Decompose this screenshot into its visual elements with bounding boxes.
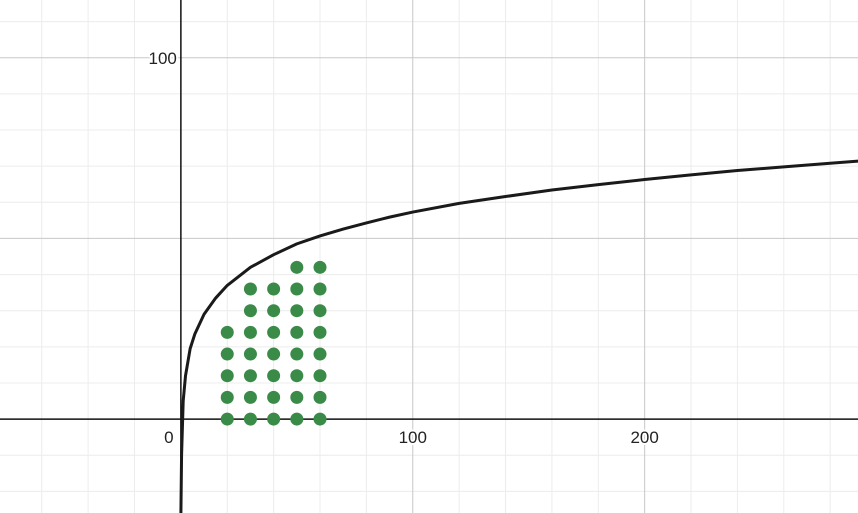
scatter-point xyxy=(313,347,327,361)
scatter-points-layer xyxy=(220,260,327,426)
scatter-point xyxy=(243,390,257,404)
scatter-point xyxy=(267,325,281,339)
scatter-point xyxy=(243,325,257,339)
scatter-point xyxy=(220,347,234,361)
scatter-point xyxy=(267,412,281,426)
scatter-point xyxy=(313,282,327,296)
scatter-point xyxy=(313,260,327,274)
scatter-point xyxy=(290,369,304,383)
scatter-point xyxy=(313,412,327,426)
scatter-point xyxy=(243,369,257,383)
scatter-point xyxy=(313,304,327,318)
scatter-point xyxy=(267,304,281,318)
scatter-point xyxy=(243,412,257,426)
scatter-point xyxy=(290,347,304,361)
tick-labels-layer: 0 100 200 100 xyxy=(147,47,661,449)
scatter-point xyxy=(313,325,327,339)
function-curve-layer xyxy=(179,159,858,513)
scatter-point xyxy=(220,325,234,339)
scatter-point xyxy=(290,260,304,274)
scatter-point xyxy=(220,390,234,404)
x-tick-label-100: 100 xyxy=(399,428,427,447)
scatter-point xyxy=(290,325,304,339)
scatter-point xyxy=(290,412,304,426)
scatter-point xyxy=(243,282,257,296)
scatter-point xyxy=(243,347,257,361)
x-tick-label-200: 200 xyxy=(630,428,658,447)
scatter-point xyxy=(220,412,234,426)
scatter-point xyxy=(313,369,327,383)
scatter-point xyxy=(243,304,257,318)
scatter-point xyxy=(290,390,304,404)
scatter-point xyxy=(290,282,304,296)
y-tick-label-100: 100 xyxy=(149,49,177,68)
x-tick-label-0: 0 xyxy=(164,428,173,447)
scatter-point xyxy=(220,369,234,383)
scatter-point xyxy=(313,390,327,404)
scatter-point xyxy=(267,369,281,383)
scatter-point xyxy=(267,282,281,296)
scatter-point xyxy=(267,390,281,404)
function-curve xyxy=(179,159,858,513)
scatter-point xyxy=(290,304,304,318)
scatter-point xyxy=(267,347,281,361)
